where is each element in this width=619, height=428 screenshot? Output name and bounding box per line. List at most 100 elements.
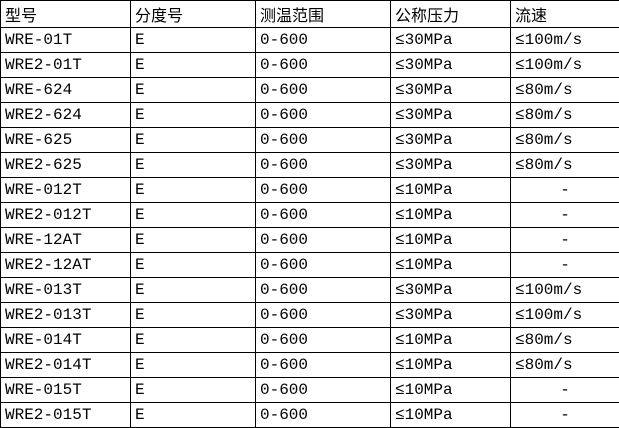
cell: E — [130, 152, 256, 178]
cell: ≤100m/s — [510, 27, 619, 53]
table-row: WRE-013T E 0-600 ≤30MPa ≤100m/s — [0, 277, 619, 303]
cell: 0-600 — [255, 302, 391, 328]
cell: WRE-12AT — [0, 227, 131, 253]
cell: 0-600 — [255, 352, 391, 378]
cell: 0-600 — [255, 227, 391, 253]
column-header: 分度号 — [130, 0, 256, 28]
cell: E — [130, 102, 256, 128]
cell: E — [130, 202, 256, 228]
cell: ≤10MPa — [390, 177, 511, 203]
cell: 0-600 — [255, 202, 391, 228]
cell: WRE-012T — [0, 177, 131, 203]
table-row: WRE2-014T E 0-600 ≤10MPa ≤80m/s — [0, 352, 619, 378]
cell: E — [130, 52, 256, 78]
cell: ≤100m/s — [510, 52, 619, 78]
table-row: WRE2-12AT E 0-600 ≤10MPa - — [0, 252, 619, 278]
cell: ≤80m/s — [510, 77, 619, 103]
table-row: WRE-015T E 0-600 ≤10MPa - — [0, 377, 619, 403]
header-row: 型号 分度号 测温范围 公称压力 流速 — [0, 0, 619, 28]
cell: ≤30MPa — [390, 152, 511, 178]
column-header: 型号 — [0, 0, 131, 28]
cell: ≤10MPa — [390, 202, 511, 228]
cell: WRE2-01T — [0, 52, 131, 78]
table-row: WRE2-01T E 0-600 ≤30MPa ≤100m/s — [0, 52, 619, 78]
cell: - — [510, 227, 619, 253]
column-header: 公称压力 — [390, 0, 511, 28]
cell: ≤30MPa — [390, 77, 511, 103]
cell: 0-600 — [255, 52, 391, 78]
cell: E — [130, 327, 256, 353]
cell: ≤100m/s — [510, 302, 619, 328]
cell: E — [130, 352, 256, 378]
table-row: WRE-12AT E 0-600 ≤10MPa - — [0, 227, 619, 253]
cell: 0-600 — [255, 402, 391, 428]
cell: WRE-013T — [0, 277, 131, 303]
cell: 0-600 — [255, 27, 391, 53]
cell: 0-600 — [255, 252, 391, 278]
cell: E — [130, 277, 256, 303]
cell: 0-600 — [255, 102, 391, 128]
cell: ≤10MPa — [390, 402, 511, 428]
cell: WRE-624 — [0, 77, 131, 103]
cell: WRE2-012T — [0, 202, 131, 228]
cell: ≤80m/s — [510, 127, 619, 153]
cell: 0-600 — [255, 177, 391, 203]
cell: WRE2-12AT — [0, 252, 131, 278]
cell: ≤80m/s — [510, 102, 619, 128]
cell: E — [130, 377, 256, 403]
cell: ≤10MPa — [390, 352, 511, 378]
cell: WRE2-013T — [0, 302, 131, 328]
cell: E — [130, 252, 256, 278]
cell: - — [510, 252, 619, 278]
cell: ≤10MPa — [390, 377, 511, 403]
cell: - — [510, 402, 619, 428]
cell: ≤80m/s — [510, 152, 619, 178]
cell: WRE2-624 — [0, 102, 131, 128]
column-header: 流速 — [510, 0, 619, 28]
cell: E — [130, 77, 256, 103]
cell: - — [510, 202, 619, 228]
table-row: WRE-625 E 0-600 ≤30MPa ≤80m/s — [0, 127, 619, 153]
cell: 0-600 — [255, 127, 391, 153]
table-body: WRE-01T E 0-600 ≤30MPa ≤100m/s WRE2-01T E 0-600… — [0, 27, 619, 428]
cell: 0-600 — [255, 277, 391, 303]
cell: 0-600 — [255, 377, 391, 403]
cell: ≤30MPa — [390, 52, 511, 78]
cell: ≤30MPa — [390, 102, 511, 128]
cell: E — [130, 27, 256, 53]
cell: ≤100m/s — [510, 277, 619, 303]
table-row: WRE-624 E 0-600 ≤30MPa ≤80m/s — [0, 77, 619, 103]
table-row: WRE2-015T E 0-600 ≤10MPa - — [0, 402, 619, 428]
table-row: WRE2-625 E 0-600 ≤30MPa ≤80m/s — [0, 152, 619, 178]
cell: ≤30MPa — [390, 127, 511, 153]
cell: WRE-014T — [0, 327, 131, 353]
cell: 0-600 — [255, 152, 391, 178]
cell: WRE2-625 — [0, 152, 131, 178]
table-row: WRE2-012T E 0-600 ≤10MPa - — [0, 202, 619, 228]
cell: E — [130, 302, 256, 328]
cell: WRE-015T — [0, 377, 131, 403]
table-row: WRE2-013T E 0-600 ≤30MPa ≤100m/s — [0, 302, 619, 328]
table-row: WRE-014T E 0-600 ≤10MPa ≤80m/s — [0, 327, 619, 353]
cell: WRE-625 — [0, 127, 131, 153]
cell: 0-600 — [255, 327, 391, 353]
cell: WRE-01T — [0, 27, 131, 53]
column-header: 测温范围 — [255, 0, 391, 28]
cell: ≤80m/s — [510, 327, 619, 353]
table-row: WRE-01T E 0-600 ≤30MPa ≤100m/s — [0, 27, 619, 53]
cell: ≤80m/s — [510, 352, 619, 378]
cell: ≤10MPa — [390, 252, 511, 278]
cell: ≤10MPa — [390, 327, 511, 353]
table-row: WRE-012T E 0-600 ≤10MPa - — [0, 177, 619, 203]
cell: E — [130, 177, 256, 203]
cell: ≤10MPa — [390, 227, 511, 253]
cell: E — [130, 402, 256, 428]
cell: E — [130, 127, 256, 153]
cell: WRE2-015T — [0, 402, 131, 428]
cell: - — [510, 377, 619, 403]
cell: ≤30MPa — [390, 27, 511, 53]
cell: ≤30MPa — [390, 302, 511, 328]
cell: E — [130, 227, 256, 253]
